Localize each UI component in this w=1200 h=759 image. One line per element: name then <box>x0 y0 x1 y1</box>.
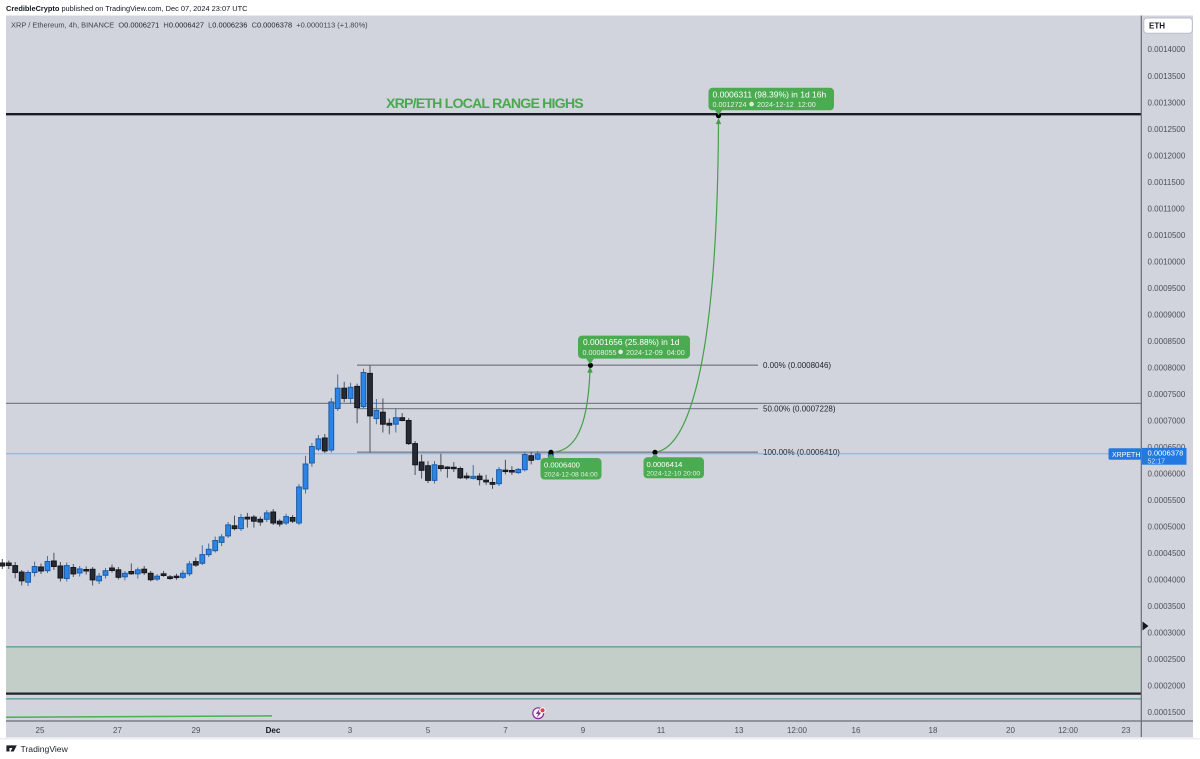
svg-text:12:00: 12:00 <box>1058 726 1079 735</box>
svg-text:0.0005000: 0.0005000 <box>1148 523 1186 532</box>
svg-text:CredibleCrypto published on Tr: CredibleCrypto published on TradingView.… <box>6 4 248 13</box>
svg-text:0.0007500: 0.0007500 <box>1148 390 1186 399</box>
svg-text:0.0008000: 0.0008000 <box>1148 364 1186 373</box>
svg-text:7: 7 <box>503 726 508 735</box>
svg-text:27: 27 <box>113 726 122 735</box>
svg-text:0.0010500: 0.0010500 <box>1148 231 1186 240</box>
svg-text:0.0008055: 0.0008055 <box>583 348 617 357</box>
svg-text:2024-12-10 20:00: 2024-12-10 20:00 <box>647 471 701 478</box>
svg-text:3: 3 <box>348 726 353 735</box>
svg-text:23: 23 <box>1122 726 1131 735</box>
svg-text:0.0004000: 0.0004000 <box>1148 576 1186 585</box>
svg-text:25: 25 <box>36 726 45 735</box>
svg-text:16: 16 <box>852 726 861 735</box>
svg-text:0.0009000: 0.0009000 <box>1148 310 1186 319</box>
svg-text:9: 9 <box>581 726 586 735</box>
svg-text:0.0006378: 0.0006378 <box>1148 448 1184 457</box>
svg-text:2024-12-09 04:00: 2024-12-09 04:00 <box>626 348 685 357</box>
svg-text:0.0004500: 0.0004500 <box>1148 549 1186 558</box>
svg-text:0.0012000: 0.0012000 <box>1148 151 1186 160</box>
svg-text:0.0012724: 0.0012724 <box>713 100 747 109</box>
svg-text:0.0008500: 0.0008500 <box>1148 337 1186 346</box>
svg-text:0.0002500: 0.0002500 <box>1148 655 1186 664</box>
svg-text:0.0001656 (25.88%) in 1d: 0.0001656 (25.88%) in 1d <box>583 337 680 347</box>
svg-text:0.0006414: 0.0006414 <box>647 460 683 469</box>
svg-text:0.0013000: 0.0013000 <box>1148 98 1186 107</box>
svg-text:0.0014000: 0.0014000 <box>1148 45 1186 54</box>
svg-text:18: 18 <box>929 726 938 735</box>
svg-text:0.0012500: 0.0012500 <box>1148 125 1186 134</box>
svg-text:0.0003500: 0.0003500 <box>1148 602 1186 611</box>
svg-text:29: 29 <box>192 726 201 735</box>
svg-text:XRP/ETH LOCAL RANGE HIGHS: XRP/ETH LOCAL RANGE HIGHS <box>386 96 583 112</box>
svg-text:0.0011000: 0.0011000 <box>1148 204 1186 213</box>
svg-text:50.00% (0.0007228): 50.00% (0.0007228) <box>763 404 836 413</box>
svg-text:100.00% (0.0006410): 100.00% (0.0006410) <box>763 448 840 457</box>
svg-text:ETH: ETH <box>1149 22 1165 31</box>
svg-text:0.0009500: 0.0009500 <box>1148 284 1186 293</box>
svg-text:12:00: 12:00 <box>787 726 808 735</box>
svg-text:5: 5 <box>426 726 431 735</box>
svg-text:13: 13 <box>735 726 744 735</box>
svg-text:0.0007000: 0.0007000 <box>1148 417 1186 426</box>
svg-text:2024-12-08 04:00: 2024-12-08 04:00 <box>544 472 598 479</box>
svg-text:0.0006500: 0.0006500 <box>1148 443 1186 452</box>
svg-text:0.0011500: 0.0011500 <box>1148 178 1186 187</box>
svg-text:0.0010000: 0.0010000 <box>1148 257 1186 266</box>
svg-text:52:17: 52:17 <box>1148 458 1166 465</box>
svg-text:2024-12-12 12:00: 2024-12-12 12:00 <box>757 100 816 109</box>
svg-text:0.0013500: 0.0013500 <box>1148 72 1186 81</box>
svg-text:0.0006400: 0.0006400 <box>544 461 580 470</box>
svg-text:0.0002000: 0.0002000 <box>1148 682 1186 691</box>
svg-text:0.0003000: 0.0003000 <box>1148 629 1186 638</box>
svg-text:0.0006311 (98.39%) in 1d 16h: 0.0006311 (98.39%) in 1d 16h <box>713 89 827 99</box>
svg-text:11: 11 <box>657 726 666 735</box>
svg-text:20: 20 <box>1006 726 1015 735</box>
svg-text:TradingView: TradingView <box>21 744 69 754</box>
svg-text:XRPETH: XRPETH <box>1112 452 1140 459</box>
svg-text:0.00% (0.0008046): 0.00% (0.0008046) <box>763 361 831 370</box>
svg-text:0.0006000: 0.0006000 <box>1148 470 1186 479</box>
svg-text:Dec: Dec <box>266 726 281 735</box>
svg-text:0.0001500: 0.0001500 <box>1148 708 1186 717</box>
svg-text:XRP / Ethereum, 4h, BINANCE O: XRP / Ethereum, 4h, BINANCE O0.0006271 H… <box>11 21 368 30</box>
svg-text:0.0005500: 0.0005500 <box>1148 496 1186 505</box>
